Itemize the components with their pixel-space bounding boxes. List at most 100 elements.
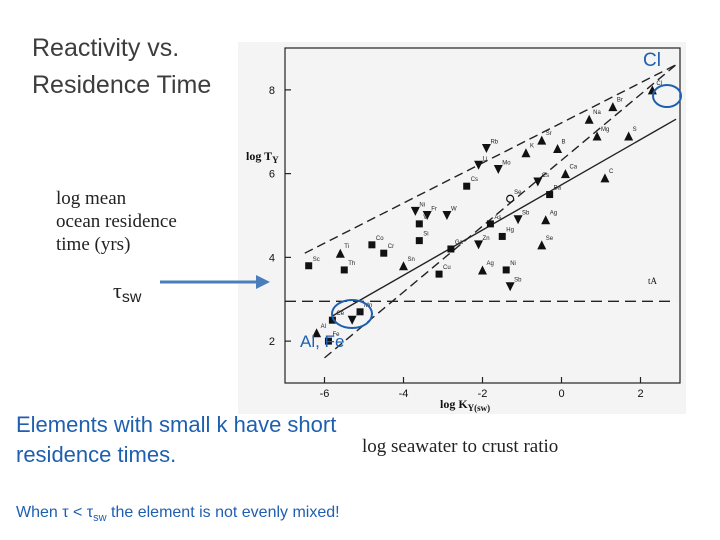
data-point-square [356,308,364,316]
data-point-down-triangle [410,206,420,216]
data-point-label: Fe [332,332,340,338]
data-point-square [368,241,376,249]
data-point-triangle [541,215,551,225]
data-point-square [447,245,455,253]
data-point-label: Se [546,236,554,242]
plot-scan-background [238,42,686,414]
data-point-triangle [624,131,634,141]
data-point-down-triangle [481,144,491,153]
data-point-label: Mo [502,160,511,166]
data-point-label: Th [348,261,355,267]
data-point-down-triangle [474,240,484,250]
x-tick-label: -2 [478,388,488,400]
y-tick-label: 6 [269,169,275,181]
data-point-down-triangle [533,177,543,187]
slide-title: Reactivity vs. Residence Time [32,34,212,99]
data-point-label: Si [423,232,428,238]
x-tick-label: 0 [558,388,564,400]
data-point-down-triangle [474,160,484,170]
element-points: Cl Br Na S Mg Ca C B Sr K Rb Li Mo Cs Cs Se Ba Ni Fr W V As Sb… [305,81,662,345]
data-point-label: Ti [344,244,349,250]
data-point-label: Li [483,156,488,162]
data-point-square [435,270,443,278]
data-point-label: Mg [601,127,609,133]
data-point-triangle [584,114,594,124]
data-point-label: Cs [471,177,478,183]
x-tick-label: -4 [399,388,409,400]
data-point-label: S [633,127,637,133]
data-point-label: Zn [483,236,490,242]
y-tick-label: 2 [269,336,275,348]
data-point-label: Cl [656,81,662,87]
cl-label: Cl [643,50,661,71]
data-point-triangle [553,144,563,153]
data-point-square [463,182,471,190]
data-point-triangle [600,173,610,183]
data-point-label: K [530,144,534,150]
data-point-square [324,337,332,345]
tau-symbol: τ [113,278,122,303]
y-axis-description: log mean ocean residence time (yrs) [56,188,177,255]
solid-fit-line [332,118,677,317]
data-point-square [498,232,506,240]
data-point-down-triangle [513,215,523,225]
tau-sw-label: τsw [113,278,141,307]
regression-lines [285,64,677,359]
data-point-triangle [521,148,531,158]
tau-arrow-head [256,275,270,289]
axis-ticks: -6 -4 -2 0 2 2 4 6 8 [269,85,644,400]
data-point-label: Na [593,110,601,116]
data-point-label: Cs [542,173,549,179]
footnote-pre: When τ < τ [16,504,94,521]
x-axis-description: log seawater to crust ratio [362,436,559,457]
data-point-square [546,191,554,199]
data-point-label: Sb [514,278,522,284]
tau-line-label: tA [648,276,658,286]
data-point-label: Hg [506,227,514,233]
data-point-down-triangle [442,211,452,220]
data-point-label: Sn [408,257,415,263]
data-point-circle [506,194,515,203]
data-point-label: Ca [569,165,577,171]
data-point-triangle [560,169,570,179]
data-point-label: Sr [546,131,552,137]
data-point-label: Br [617,98,623,104]
tau-subscript: sw [121,289,142,306]
data-point-label: Zr [356,311,362,317]
data-point-down-triangle [347,315,357,325]
data-point-square [486,220,494,228]
data-point-label: W [451,207,457,213]
data-point-label: Ga [455,240,464,246]
y-tick-label: 8 [269,85,275,97]
footnote: When τ < τsw the element is not evenly m… [16,504,340,524]
data-point-down-triangle [493,164,503,174]
data-point-label: Fr [431,207,437,213]
data-point-label: Cr [388,244,394,250]
data-point-label: Ni [510,261,516,267]
footnote-sub: sw [93,512,107,525]
data-point-square [328,316,336,324]
data-point-triangle [335,248,345,258]
data-point-label: Ba [554,186,562,192]
data-point-label: Cu [443,265,451,271]
data-point-label: B [562,140,566,146]
footnote-post: the element is not evenly mixed! [106,504,340,521]
data-point-label: Se [514,190,522,196]
data-point-triangle [537,135,547,145]
alfe-highlight-circle [331,299,373,329]
data-point-square [380,249,388,257]
data-point-label: Ce [336,311,344,317]
data-point-label: Co [376,236,384,242]
steep-dashed-line [324,64,677,359]
data-point-label: Rb [490,140,498,146]
data-point-triangle [478,265,487,275]
data-point-triangle [592,131,602,141]
data-point-label: As [494,215,501,221]
data-point-triangle [537,240,547,250]
cl-highlight-circle [652,84,682,108]
data-point-label: Sc [313,257,320,263]
data-point-label: Al [321,324,326,330]
y-tick-label: 4 [269,252,275,264]
data-point-label: Ag [487,261,494,267]
